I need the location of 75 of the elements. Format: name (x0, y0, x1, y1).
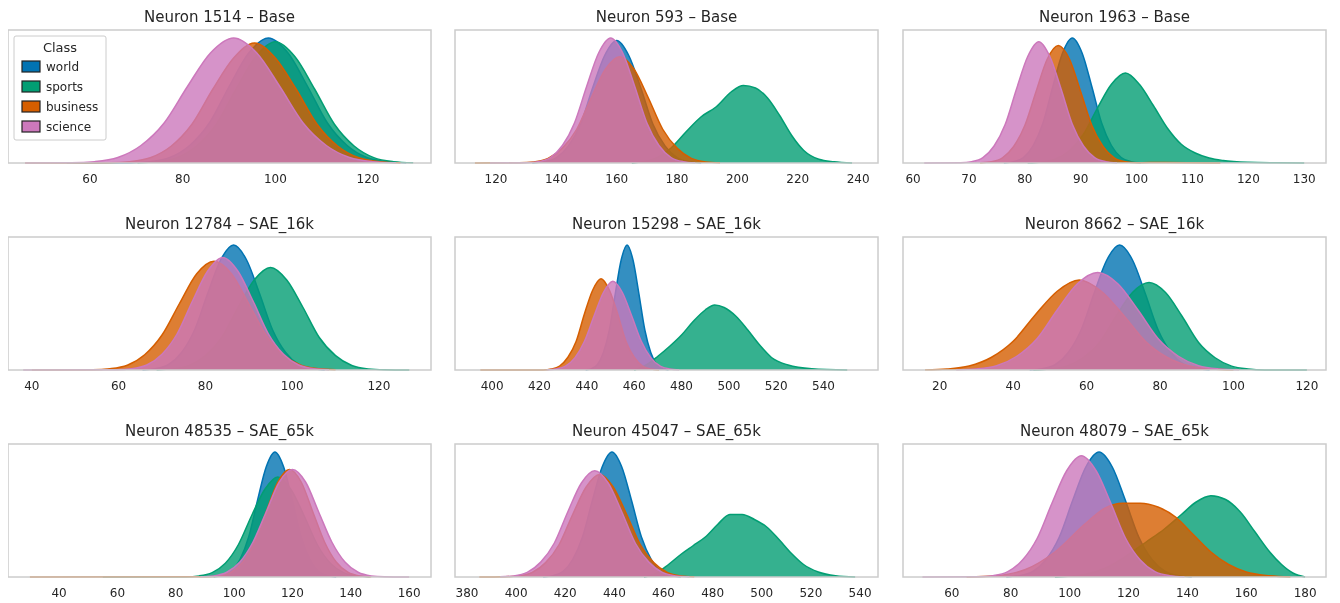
x-tick-label: 120 (1117, 586, 1140, 600)
x-tick-label: 480 (670, 379, 693, 393)
x-tick-label: 380 (455, 586, 479, 600)
x-tick-label: 100 (222, 586, 246, 600)
legend-title: Class (42, 40, 78, 55)
x-tick-label: 80 (175, 172, 191, 186)
x-tick-label: 440 (575, 379, 599, 393)
x-tick-label: 540 (848, 586, 872, 600)
x-tick-label: 90 (1073, 172, 1089, 186)
x-tick-label: 500 (750, 586, 774, 600)
x-tick-label: 120 (367, 379, 391, 393)
x-tick-label: 120 (280, 586, 304, 600)
x-tick-label: 60 (1078, 379, 1095, 393)
chart-title: Neuron 48535 – SAE_65k (125, 422, 315, 441)
x-tick-label: 520 (799, 586, 823, 600)
x-tick-label: 400 (504, 586, 528, 600)
x-tick-label: 120 (356, 172, 380, 186)
x-tick-label: 100 (1222, 379, 1245, 393)
x-tick-label: 220 (786, 172, 810, 186)
x-tick-label: 80 (1003, 586, 1019, 600)
x-tick-label: 100 (263, 172, 287, 186)
x-tick-label: 100 (1125, 172, 1149, 186)
x-tick-label: 480 (701, 586, 725, 600)
x-tick-label: 180 (1293, 586, 1317, 600)
x-tick-label: 60 (110, 379, 127, 393)
x-tick-label: 180 (665, 172, 689, 186)
x-tick-label: 60 (82, 172, 98, 186)
x-tick-label: 80 (1152, 379, 1168, 393)
legend-label: science (46, 120, 92, 134)
x-tick-label: 110 (1181, 172, 1204, 186)
chart-title: Neuron 45047 – SAE_65k (572, 422, 762, 441)
chart-title: Neuron 48079 – SAE_65k (1020, 422, 1210, 441)
x-tick-label: 60 (905, 172, 921, 186)
x-tick-label: 120 (1236, 172, 1260, 186)
x-tick-label: 500 (717, 379, 741, 393)
x-tick-label: 400 (480, 379, 504, 393)
x-tick-label: 240 (846, 172, 870, 186)
x-tick-label: 420 (553, 586, 577, 600)
x-tick-label: 460 (652, 586, 676, 600)
x-tick-label: 80 (197, 379, 214, 393)
chart-title: Neuron 593 – Base (595, 8, 738, 26)
x-tick-label: 140 (1175, 586, 1199, 600)
x-tick-label: 60 (944, 586, 960, 600)
x-tick-label: 100 (280, 379, 304, 393)
x-tick-label: 80 (1017, 172, 1033, 186)
x-tick-label: 70 (961, 172, 977, 186)
x-tick-label: 160 (1234, 586, 1258, 600)
x-tick-label: 440 (602, 586, 626, 600)
chart-title: Neuron 1514 – Base (144, 8, 295, 26)
legend-label: world (46, 60, 80, 74)
x-tick-label: 160 (397, 586, 421, 600)
x-tick-label: 160 (605, 172, 629, 186)
x-tick-label: 20 (932, 379, 948, 393)
x-tick-label: 540 (812, 379, 836, 393)
legend-label: business (46, 100, 99, 114)
x-tick-label: 140 (339, 586, 363, 600)
chart-title: Neuron 1963 – Base (1039, 8, 1190, 26)
x-tick-label: 40 (1005, 379, 1021, 393)
x-tick-label: 130 (1292, 172, 1316, 186)
chart-title: Neuron 8662 – SAE_16k (1024, 215, 1205, 234)
x-tick-label: 120 (1295, 379, 1319, 393)
x-tick-label: 200 (725, 172, 749, 186)
chart-title: Neuron 12784 – SAE_16k (125, 215, 315, 234)
x-tick-label: 40 (51, 586, 67, 600)
x-tick-label: 80 (168, 586, 184, 600)
legend-label: sports (46, 80, 84, 94)
x-tick-label: 100 (1058, 586, 1082, 600)
x-tick-label: 520 (764, 379, 788, 393)
chart-title: Neuron 15298 – SAE_16k (572, 215, 762, 234)
x-tick-label: 420 (528, 379, 551, 393)
x-tick-label: 460 (622, 379, 646, 393)
x-tick-label: 40 (24, 379, 40, 393)
x-tick-label: 120 (484, 172, 508, 186)
x-tick-label: 60 (109, 586, 126, 600)
x-tick-label: 140 (544, 172, 568, 186)
